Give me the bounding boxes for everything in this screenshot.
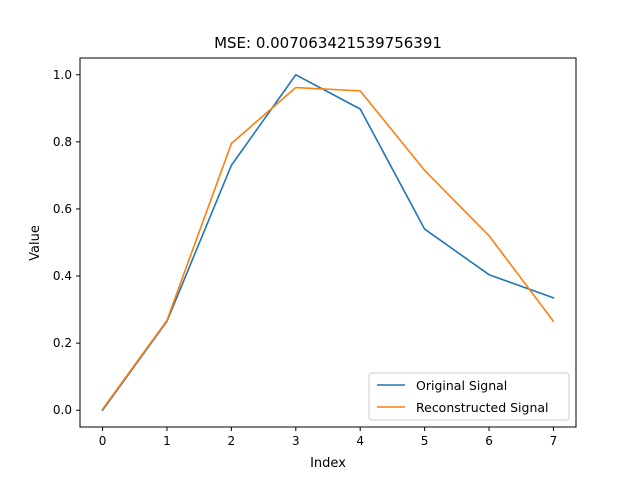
plot-area	[79, 57, 577, 428]
x-tick-label: 4	[356, 434, 364, 448]
legend-label-reconstructed: Reconstructed Signal	[416, 400, 549, 415]
legend: Original Signal Reconstructed Signal	[368, 372, 570, 421]
x-tick-label: 7	[550, 434, 558, 448]
x-tick-label: 0	[99, 434, 107, 448]
y-tick-label: 0.8	[53, 135, 72, 149]
chart-title: MSE: 0.007063421539756391	[214, 34, 442, 52]
y-tick-label: 1.0	[53, 68, 72, 82]
x-tick-label: 3	[292, 434, 300, 448]
y-tick-label: 0.0	[53, 403, 72, 417]
x-tick-label: 6	[485, 434, 493, 448]
series-layer	[101, 73, 555, 412]
series-line-reconstructed-signal	[101, 86, 555, 411]
legend-label-original: Original Signal	[416, 378, 507, 393]
x-tick-label: 1	[163, 434, 171, 448]
x-axis-ticks: 0 1 2 3 4 5 6 7	[99, 427, 558, 448]
legend-box	[368, 372, 570, 421]
series-line-original-signal	[101, 73, 555, 412]
x-axis-label: Index	[310, 456, 346, 471]
y-tick-label: 0.6	[53, 202, 72, 216]
plot-frame	[79, 57, 577, 428]
y-axis-ticks: 0.0 0.2 0.4 0.6 0.8 1.0	[53, 68, 80, 417]
y-tick-label: 0.2	[53, 336, 72, 350]
x-tick-label: 5	[421, 434, 429, 448]
x-tick-label: 2	[228, 434, 236, 448]
y-tick-label: 0.4	[53, 269, 72, 283]
y-axis-label: Value	[28, 225, 43, 261]
